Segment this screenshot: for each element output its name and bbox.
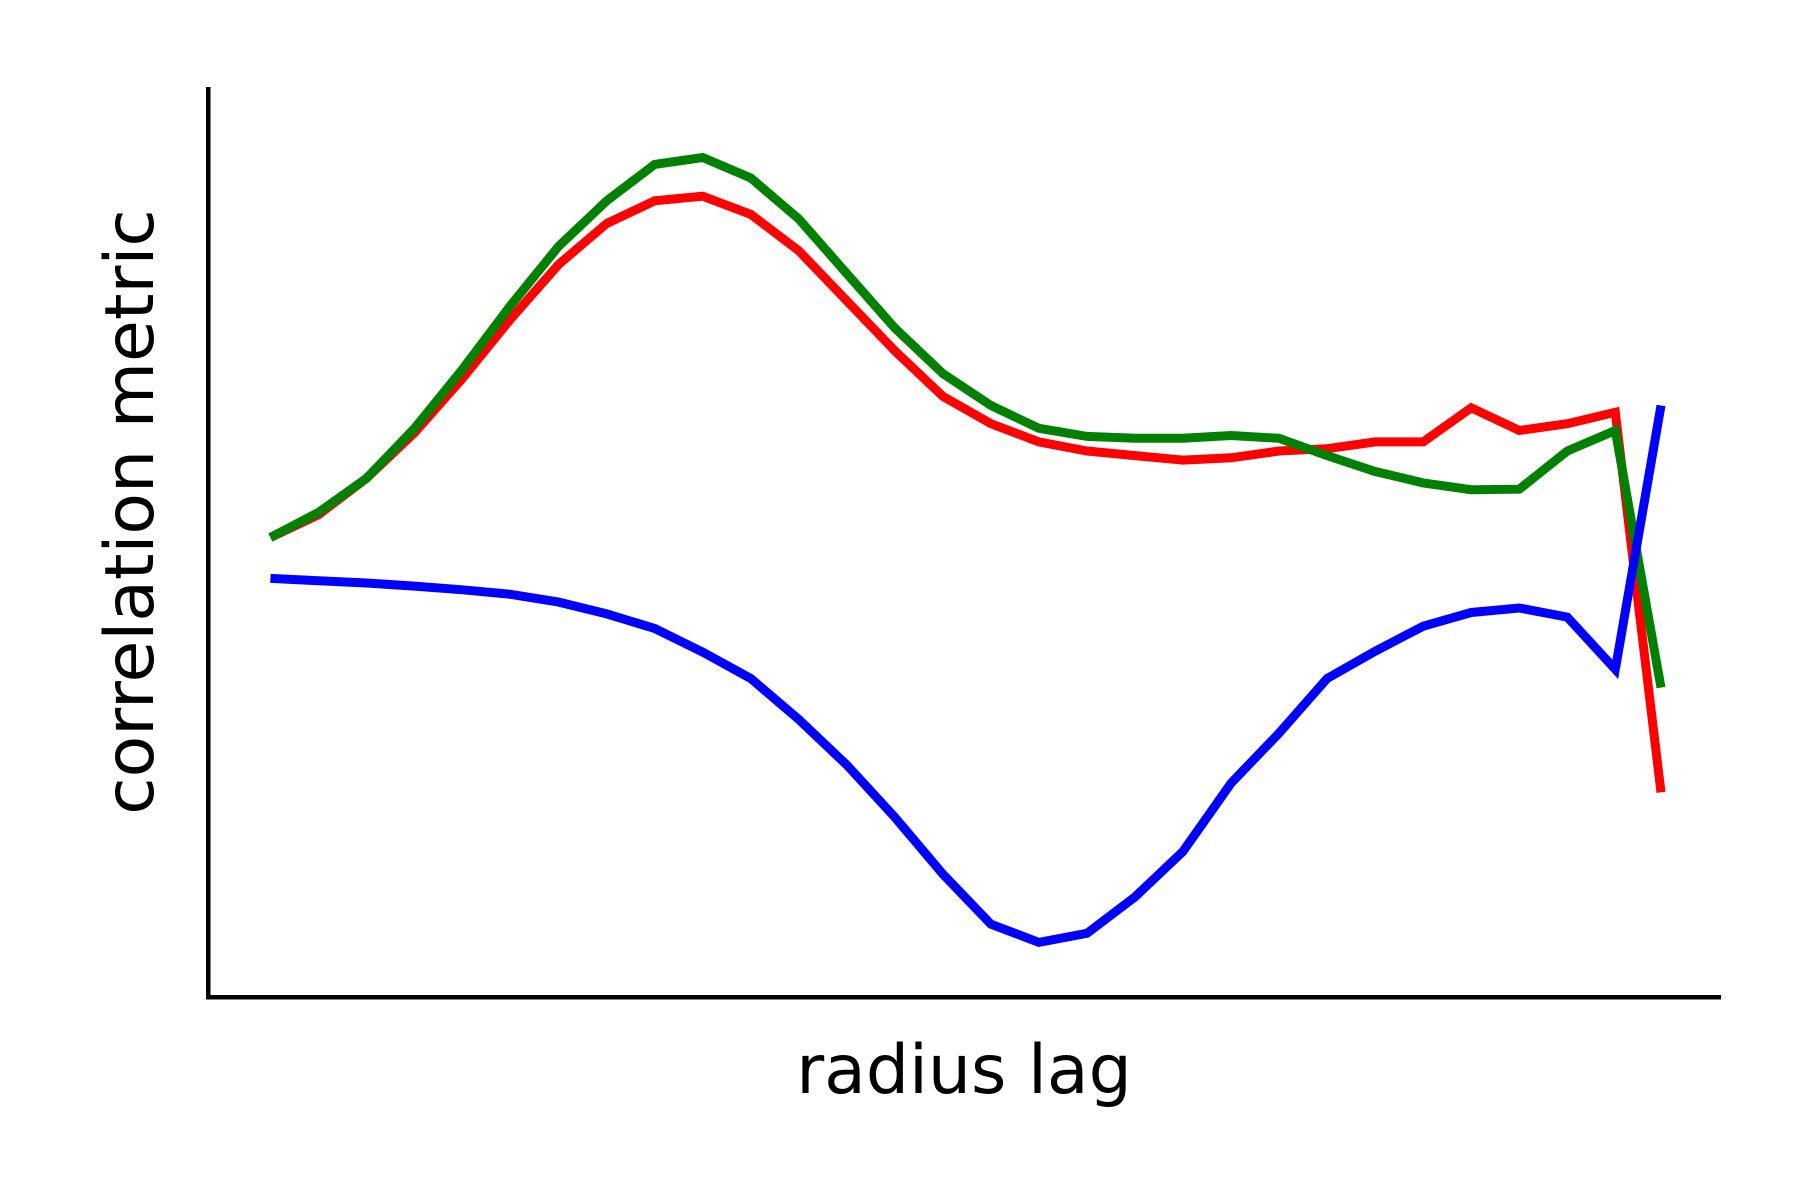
series-line-1	[268, 191, 1666, 793]
series-layer	[268, 152, 1666, 948]
series-line-3	[270, 404, 1666, 948]
y-axis-label: correlation metric	[91, 209, 170, 814]
series-line-2	[268, 152, 1666, 689]
x-axis-label: radius lag	[796, 1031, 1132, 1110]
